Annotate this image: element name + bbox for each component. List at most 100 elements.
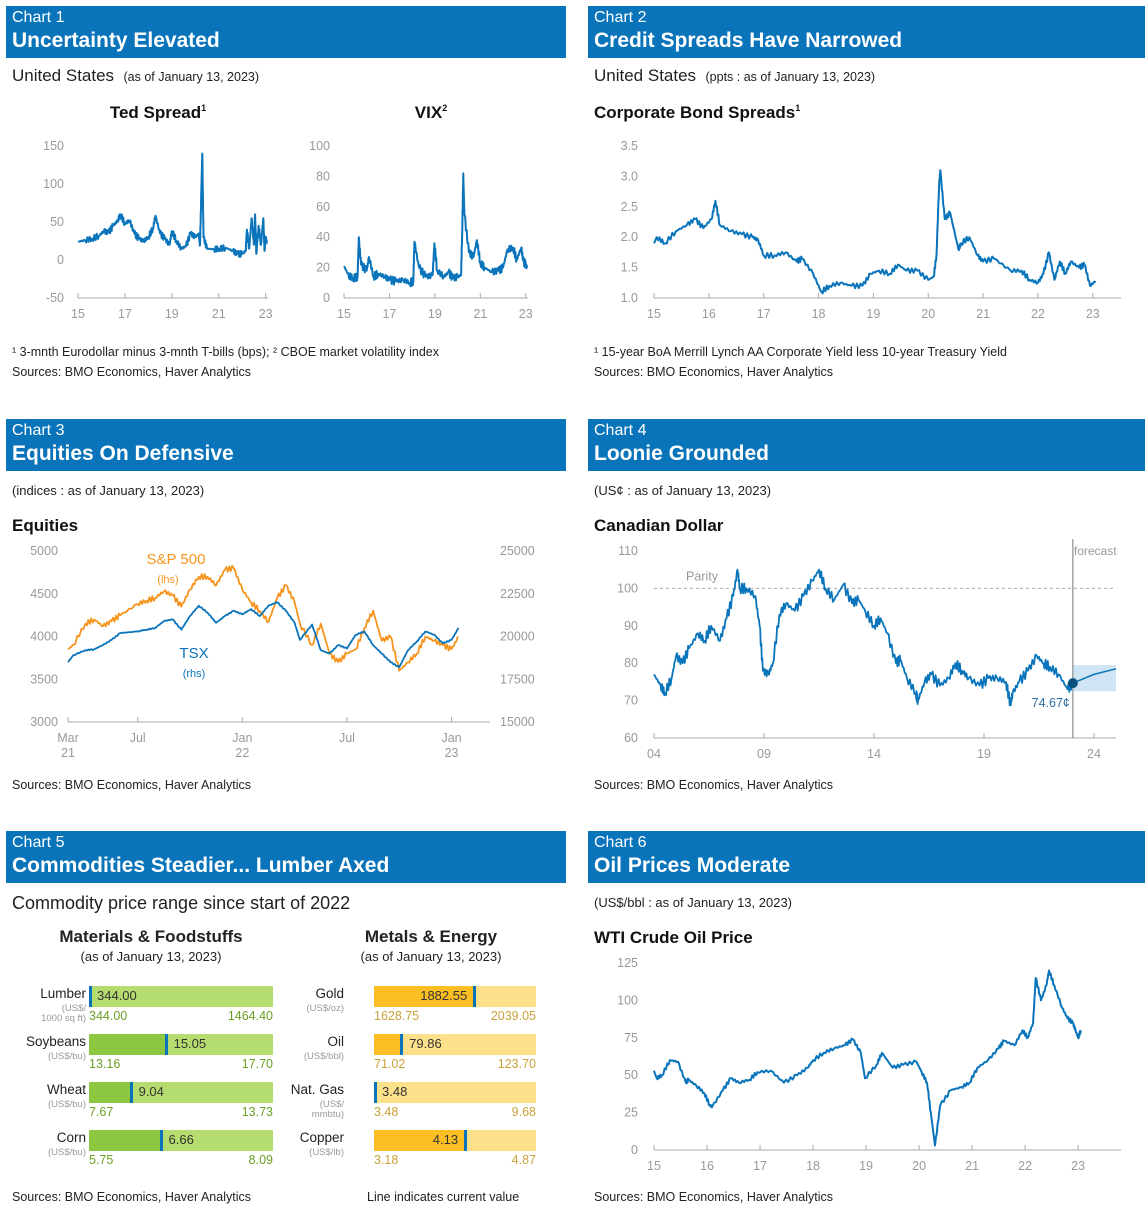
x-tick-label-line: 22 (1018, 1159, 1032, 1173)
chart4-title: Loonie Grounded (594, 442, 769, 465)
y-tick-label: 80 (316, 169, 330, 183)
commodity-label: Lumber (40, 986, 86, 1001)
commodity-unit: (US$/oz) (306, 1003, 344, 1014)
x-tick-label: Jan 22 (232, 731, 252, 760)
chart2-number: Chart 2 (594, 9, 647, 26)
x-tick-label-line: 21 (61, 746, 75, 760)
y-tick-label: 80 (624, 656, 638, 670)
range-min-label: 344.00 (89, 1009, 128, 1023)
x-tick-label-line: 19 (165, 307, 179, 321)
x-tick-label-line: 17 (382, 307, 396, 321)
y2-tick-label: 15000 (500, 715, 535, 729)
x-tick-label-line: 09 (757, 747, 771, 761)
x-tick-label: 17 (382, 307, 396, 321)
commodity-label: Gold (315, 986, 344, 1001)
x-tick-label: Jan 23 (441, 731, 461, 760)
chart3-subtitle-note: (indices : as of January 13, 2023) (12, 483, 205, 498)
x-tick-label: 18 (812, 307, 826, 321)
x-tick-label: 19 (428, 307, 442, 321)
x-tick-label-line: 17 (118, 307, 132, 321)
x-tick-label-line: 23 (1071, 1159, 1085, 1173)
y-tick-label: 2.0 (621, 230, 638, 244)
commodity-unit: (US$/ 1000 sq ft) (41, 1003, 86, 1024)
x-tick-label-line: 04 (647, 747, 661, 761)
range-bar-fill (374, 1130, 466, 1151)
title-superscript: 1 (201, 103, 206, 113)
current-value-marker (473, 986, 477, 1007)
chart3-sources: Sources: BMO Economics, Haver Analytics (12, 778, 251, 792)
y-tick-label: 3.5 (621, 139, 638, 153)
y-tick-label: 0 (57, 253, 64, 267)
chart5-left-title: Materials & Foodstuffs (59, 927, 243, 946)
series-line-s-p-tsx (67, 601, 460, 669)
y-tick-label: 2.5 (621, 200, 638, 214)
x-tick-label-line: 19 (977, 747, 991, 761)
chart1-subtitle-note: (as of January 13, 2023) (123, 70, 260, 84)
range-min-label: 3.18 (374, 1153, 399, 1167)
x-tick-label: 21 (965, 1159, 979, 1173)
chart5-number: Chart 5 (12, 834, 65, 851)
range-max-label: 17.70 (241, 1057, 273, 1071)
range-bar-fill (374, 1034, 402, 1055)
y-tick-label: 4000 (30, 630, 58, 644)
y2-tick-label: 22500 (500, 587, 535, 601)
current-value-marker (129, 1082, 133, 1103)
sp500-axis-note: (lhs) (157, 574, 178, 586)
forecast-band (1072, 665, 1116, 692)
current-value-label: 9.04 (138, 1084, 164, 1099)
y-tick-label: 3500 (30, 672, 58, 686)
y-tick-label: 50 (624, 1068, 638, 1082)
x-tick-label: 21 (473, 307, 487, 321)
chart2-header: Chart 2 Credit Spreads Have Narrowed (588, 6, 1145, 58)
chart4-subtitle-note: (US¢ : as of January 13, 2023) (594, 483, 772, 498)
x-tick-label: Jul (130, 731, 146, 745)
x-tick-label: 22 (1018, 1159, 1032, 1173)
commodity-unit: (US$/ mmbtu) (311, 1099, 344, 1120)
parity-label: Parity (686, 569, 719, 583)
chart2-subtitle-note: (ppts : as of January 13, 2023) (705, 70, 876, 84)
chart5-right-heading: Metals & Energy (as of January 13, 2023) (296, 927, 566, 964)
chart3-title: Equities On Defensive (12, 442, 234, 465)
x-tick-label-line: 18 (812, 307, 826, 321)
x-tick-label-line: Mar (57, 731, 79, 745)
chart6-panel: Chart 6 Oil Prices Moderate (US$/bbl : a… (588, 831, 1145, 1204)
series-line-ted-spread (77, 152, 268, 258)
x-tick-label-line: 15 (647, 1159, 661, 1173)
range-max-label: 1464.40 (227, 1009, 273, 1023)
tsx-label: TSX (179, 645, 208, 662)
commodity-unit: (US$/bu) (47, 1051, 86, 1062)
chart5-sources: Sources: BMO Economics, Haver Analytics (12, 1190, 251, 1204)
series-line-corporate-bond-spreads (653, 169, 1097, 295)
chart2-title: Credit Spreads Have Narrowed (594, 29, 903, 52)
current-value-label: 15.05 (173, 1036, 207, 1051)
ted-spread-chart: Ted Spread1 150 100 50 0 -50 15 17 19 21 23 (43, 103, 273, 321)
y-tick-label: 3.0 (621, 169, 638, 183)
commodity-unit: (US$/lb) (309, 1147, 344, 1158)
chart6-title: Oil Prices Moderate (594, 854, 791, 877)
chart6-sources: Sources: BMO Economics, Haver Analytics (594, 1190, 833, 1204)
chart4-panel: Chart 4 Loonie Grounded (US¢ : as of Jan… (588, 419, 1145, 792)
current-value-label: 344.00 (97, 988, 137, 1003)
forecast-line (1072, 668, 1117, 684)
chart5-title: Commodities Steadier... Lumber Axed (12, 854, 390, 877)
current-value-marker (374, 1082, 377, 1103)
chart-title: VIX2 (415, 103, 447, 122)
y-tick-label: 125 (617, 956, 638, 970)
range-bar-fill (374, 986, 475, 1007)
y2-tick-label: 20000 (500, 630, 535, 644)
series-line-canadian-dollar (653, 568, 1074, 707)
x-tick-label-line: 23 (259, 307, 273, 321)
x-tick-label: Jul (339, 731, 355, 745)
series-line-wti (653, 969, 1082, 1147)
x-tick-label: 15 (647, 1159, 661, 1173)
x-tick-label-line: 21 (965, 1159, 979, 1173)
y-tick-label: 0 (631, 1143, 638, 1157)
y-tick-label: 3000 (30, 715, 58, 729)
range-max-label: 13.73 (241, 1105, 273, 1119)
y-tick-label: 100 (43, 177, 64, 191)
x-tick-label-line: 21 (473, 307, 487, 321)
sp500-label: S&P 500 (147, 551, 206, 568)
series-line-s-p-500 (67, 565, 460, 672)
x-tick-label-line: Jan (441, 731, 461, 745)
current-value-marker (164, 1034, 168, 1055)
